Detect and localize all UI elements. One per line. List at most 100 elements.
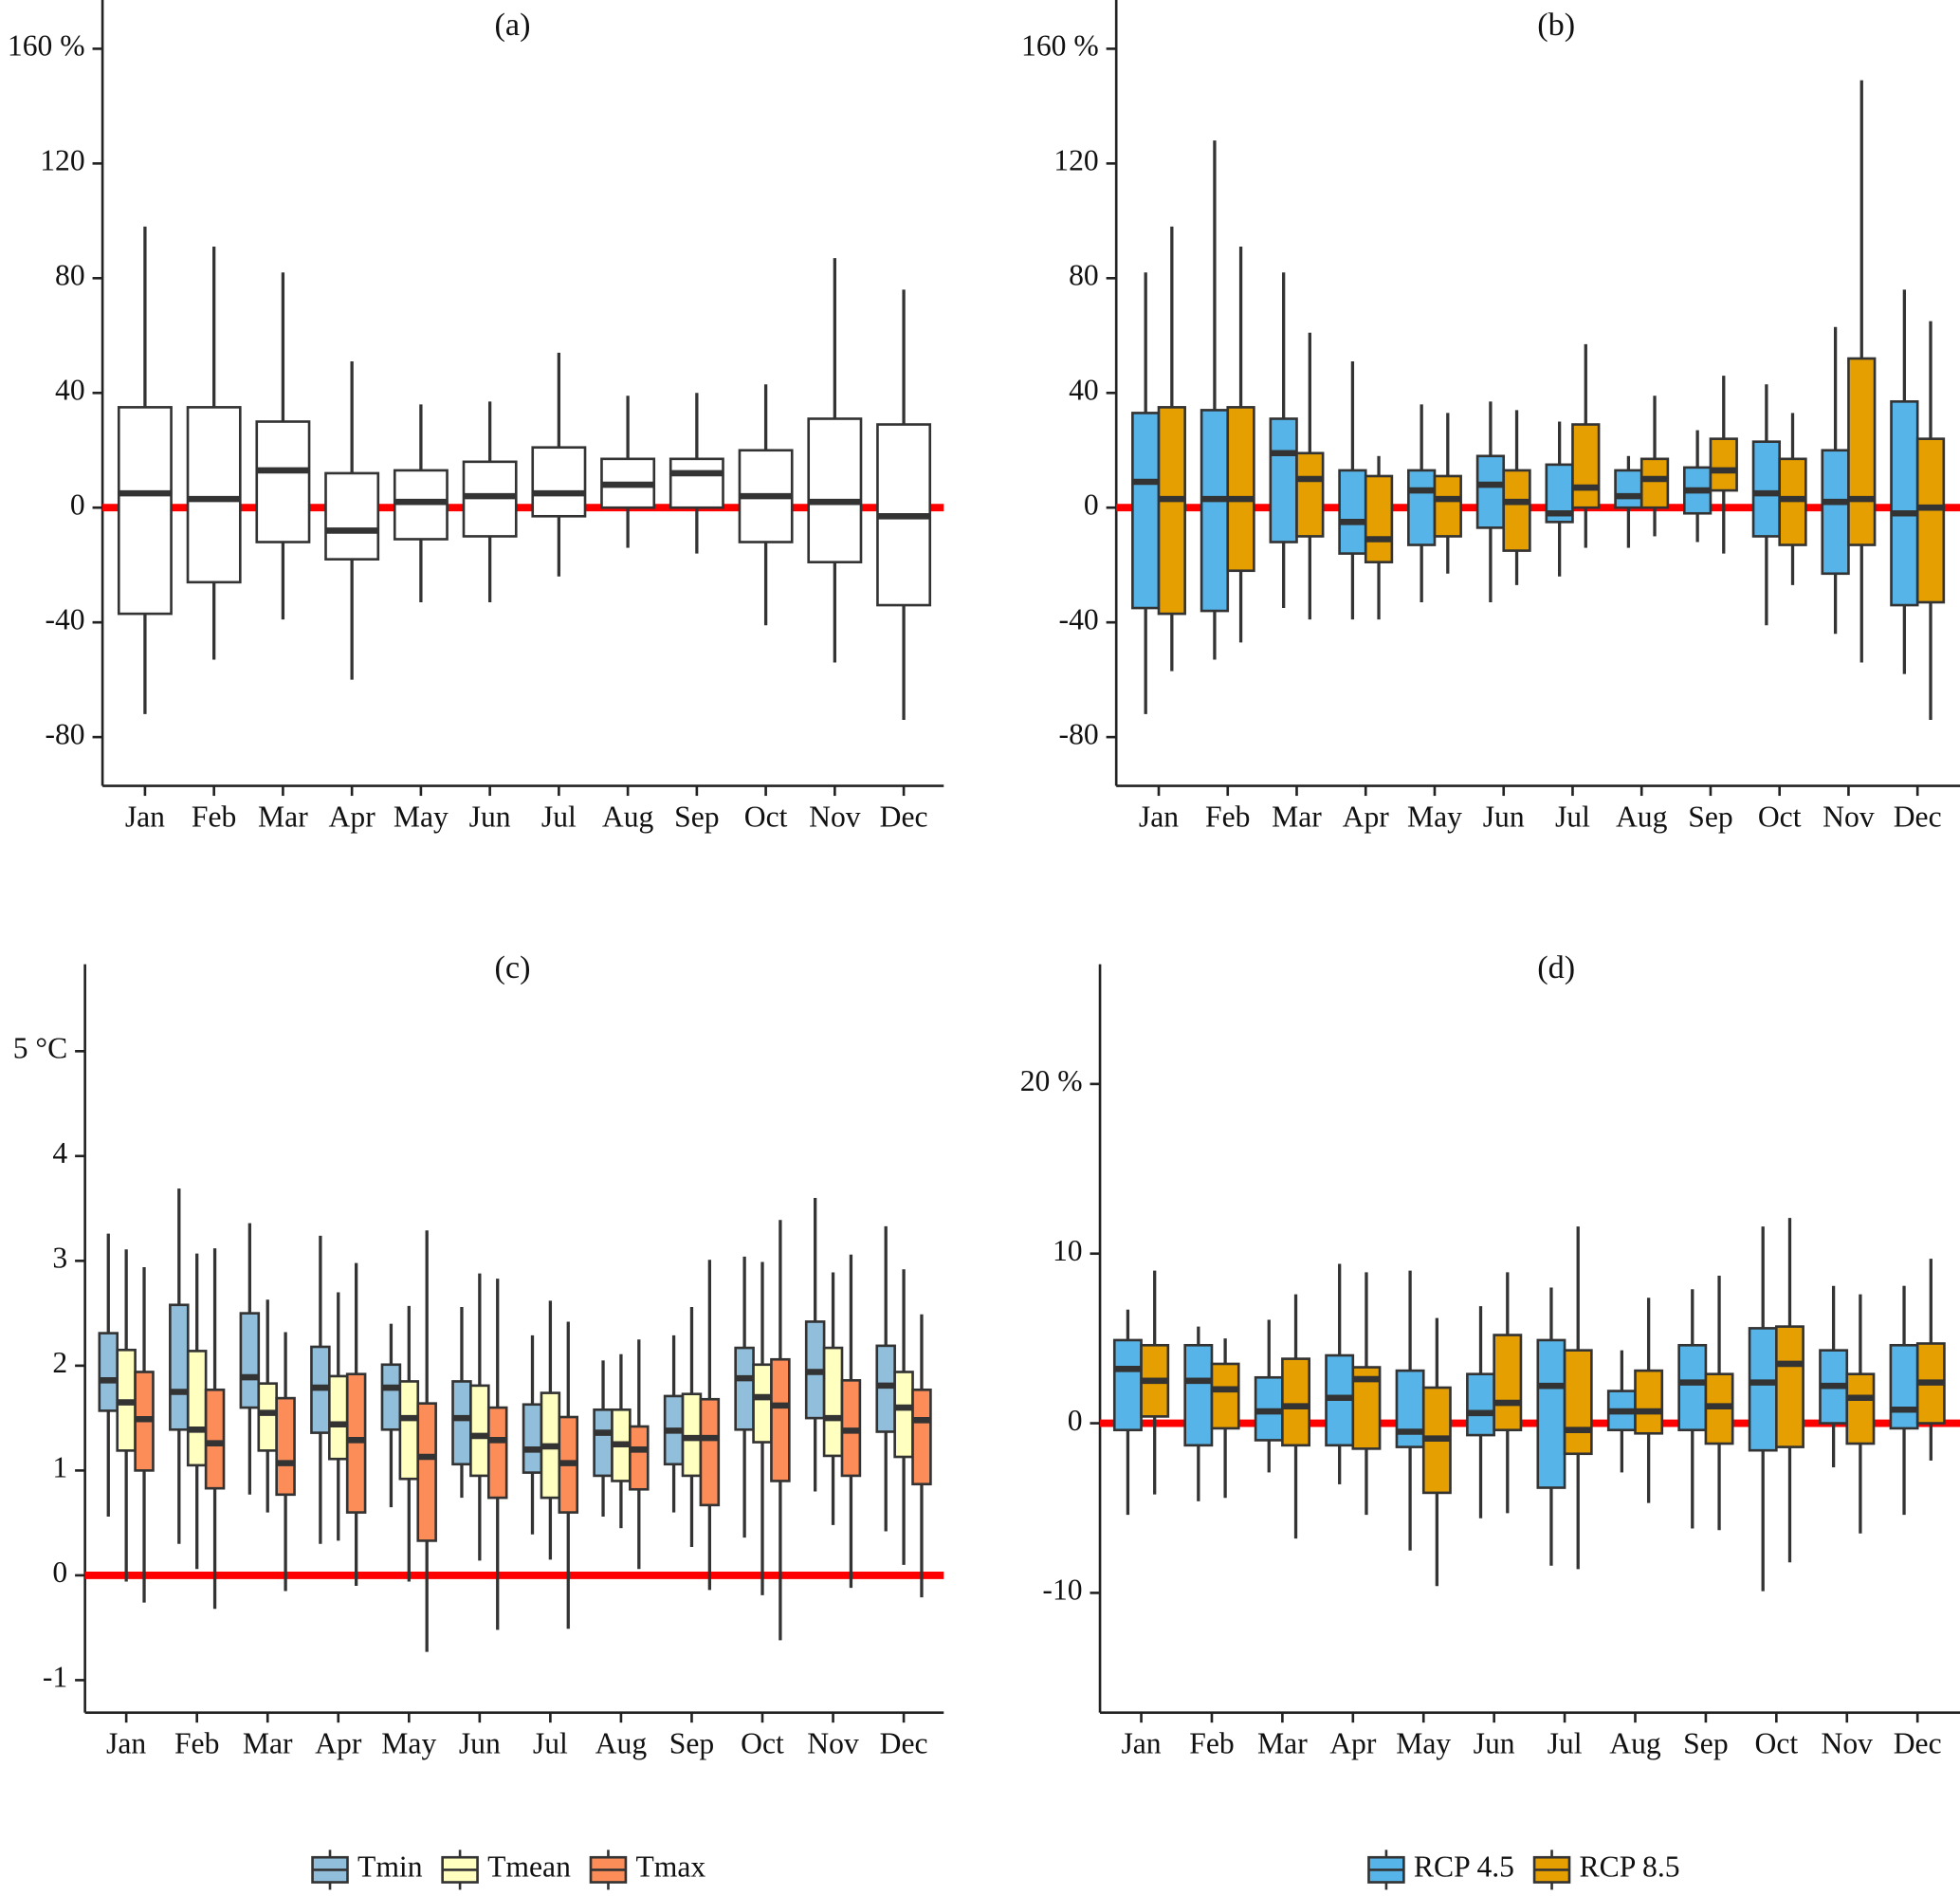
x-tick-label: May	[1407, 800, 1462, 833]
x-tick-label: Aug	[1609, 1726, 1661, 1759]
box	[699, 1397, 721, 1507]
box	[752, 1363, 773, 1444]
box	[1433, 474, 1462, 538]
x-tick-label: Dec	[880, 1726, 928, 1759]
box	[324, 471, 380, 561]
box	[469, 1384, 490, 1478]
box	[1210, 1362, 1240, 1430]
box	[1889, 1343, 1919, 1430]
y-tick-label: -1	[43, 1661, 67, 1694]
x-tick-label: May	[1396, 1726, 1451, 1759]
y-tick-label: 40	[1069, 374, 1099, 407]
x-tick-label: Jan	[1139, 800, 1179, 833]
x-tick-label: Oct	[741, 1726, 784, 1759]
x-tick-label: Feb	[1189, 1726, 1234, 1759]
x-tick-label: Feb	[174, 1726, 219, 1759]
x-tick-label: Apr	[329, 800, 376, 833]
box	[380, 1363, 402, 1431]
box	[822, 1346, 844, 1458]
box	[204, 1388, 226, 1490]
x-tick-label: Mar	[243, 1726, 293, 1759]
box	[1845, 1372, 1876, 1445]
x-tick-label: Dec	[880, 800, 928, 833]
x-tick-label: Nov	[1823, 800, 1875, 833]
box	[486, 1406, 508, 1500]
x-tick-label: Apr	[1329, 1726, 1377, 1759]
box	[451, 1380, 472, 1466]
box	[1226, 406, 1255, 573]
box	[734, 1346, 755, 1431]
x-tick-label: Apr	[1343, 800, 1390, 833]
box	[1502, 469, 1531, 552]
legend-label: RCP 8.5	[1580, 1850, 1680, 1884]
panel-title: (a)	[494, 7, 530, 43]
y-tick-label: -80	[1059, 717, 1099, 750]
box	[1407, 469, 1437, 546]
box	[328, 1374, 349, 1461]
x-tick-label: Aug	[595, 1726, 648, 1759]
box	[239, 1312, 261, 1409]
box	[345, 1372, 367, 1514]
box	[1295, 451, 1325, 538]
box	[1748, 1327, 1778, 1452]
box	[1775, 1325, 1804, 1448]
box	[681, 1392, 703, 1478]
box	[398, 1380, 420, 1481]
legend-label: RCP 4.5	[1414, 1850, 1514, 1884]
box	[1131, 412, 1161, 610]
box	[1364, 474, 1394, 563]
x-tick-label: Aug	[1616, 800, 1668, 833]
box	[1200, 409, 1230, 613]
y-tick-label: 5 °C	[13, 1032, 67, 1065]
box	[911, 1388, 932, 1486]
y-tick-label: 3	[52, 1242, 67, 1275]
y-tick-label: 0	[1068, 1404, 1083, 1437]
x-tick-label: Mar	[258, 800, 308, 833]
box	[875, 1344, 896, 1433]
box	[770, 1357, 791, 1482]
x-tick-label: Jun	[1474, 1726, 1515, 1759]
x-tick-label: Dec	[1894, 1726, 1942, 1759]
y-tick-label: 160 %	[8, 29, 85, 63]
x-tick-label: Jan	[106, 1726, 146, 1759]
box	[1395, 1369, 1425, 1448]
x-tick-label: Sep	[674, 800, 719, 833]
box	[275, 1396, 296, 1497]
x-tick-label: Jul	[1548, 1726, 1583, 1759]
y-tick-label: 120	[1053, 144, 1098, 177]
box	[169, 1303, 190, 1431]
box	[1890, 400, 1919, 607]
x-tick-label: Oct	[1754, 1726, 1798, 1759]
box	[186, 406, 242, 584]
box	[1112, 1338, 1143, 1432]
box	[1634, 1369, 1664, 1435]
x-tick-label: Jul	[1555, 800, 1590, 833]
box	[807, 417, 863, 563]
x-tick-label: Jul	[541, 800, 577, 833]
box	[669, 457, 724, 509]
box	[98, 1332, 119, 1412]
y-tick-label: 80	[55, 259, 85, 292]
y-tick-label: -10	[1042, 1574, 1082, 1607]
box	[1915, 437, 1946, 604]
y-tick-label: 10	[1053, 1234, 1083, 1267]
box	[117, 406, 173, 616]
y-tick-label: 1	[52, 1451, 67, 1484]
box	[1563, 1349, 1593, 1456]
panel-title: (d)	[1537, 949, 1575, 985]
x-tick-label: Nov	[809, 800, 861, 833]
box	[257, 1382, 278, 1452]
x-tick-label: Oct	[744, 800, 788, 833]
y-tick-label: 0	[52, 1555, 67, 1589]
y-tick-label: 120	[40, 144, 84, 177]
panel-title: (c)	[494, 949, 530, 985]
x-tick-label: Jul	[533, 1726, 568, 1759]
box	[1751, 440, 1782, 538]
y-tick-label: -40	[1059, 602, 1099, 635]
box	[1536, 1338, 1566, 1489]
box	[1821, 449, 1850, 576]
x-tick-label: Feb	[1205, 800, 1250, 833]
x-tick-label: Jun	[459, 1726, 501, 1759]
